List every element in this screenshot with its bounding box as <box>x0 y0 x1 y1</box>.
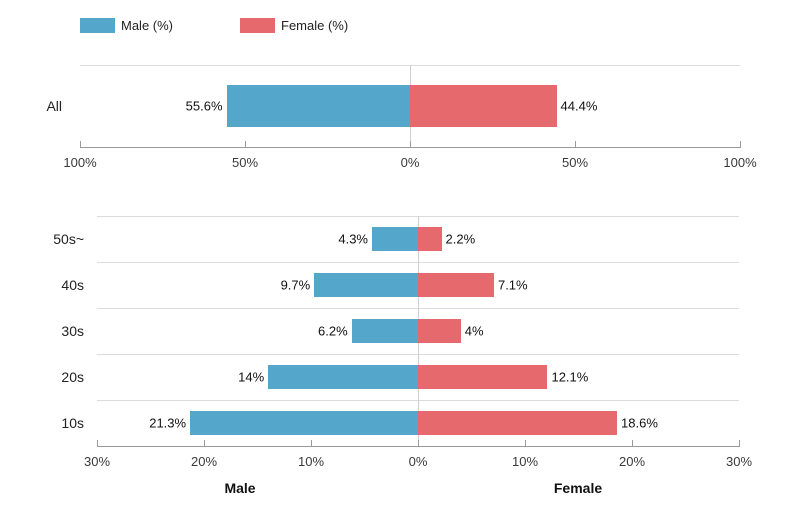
x-axis-tick <box>418 440 419 446</box>
x-axis-tick <box>80 141 81 147</box>
legend-female-label: Female (%) <box>281 18 349 33</box>
bar-female[interactable] <box>418 273 494 297</box>
bar-male-value-label: 9.7% <box>280 277 311 293</box>
x-axis-tick <box>245 141 246 147</box>
x-axis-tick-label: 10% <box>511 454 539 469</box>
x-axis-tick <box>204 440 205 446</box>
category-label: 30s <box>61 323 84 339</box>
bar-female[interactable] <box>418 227 442 251</box>
x-axis-tick-label: 0% <box>400 155 420 170</box>
bar-female-value-label: 7.1% <box>497 277 528 293</box>
x-axis-tick <box>97 440 98 446</box>
x-axis-tick <box>525 440 526 446</box>
bar-male-value-label: 14% <box>238 369 265 385</box>
x-axis-tick-label: 0% <box>408 454 428 469</box>
category-label: 50s~ <box>53 231 84 247</box>
legend-item-female[interactable]: Female (%) <box>240 18 348 33</box>
category-label: All <box>46 98 62 114</box>
bar-male[interactable] <box>226 85 410 127</box>
x-axis-tick-label: 50% <box>561 155 589 170</box>
x-axis-tick-label: 50% <box>231 155 259 170</box>
axis-title-female: Female <box>553 480 603 496</box>
bar-female-value-label: 4% <box>464 323 484 339</box>
bar-male[interactable] <box>314 273 418 297</box>
x-axis-tick-label: 100% <box>723 155 757 170</box>
bar-female-value-label: 44.4% <box>560 98 598 114</box>
bar-male-value-label: 4.3% <box>338 231 368 247</box>
category-label: 10s <box>61 415 84 431</box>
x-axis-tick-label: 20% <box>618 454 646 469</box>
x-axis-tick-label: 30% <box>83 454 111 469</box>
bar-male-value-label: 55.6% <box>185 98 223 114</box>
x-axis-tick <box>739 440 740 446</box>
bar-female[interactable] <box>418 365 548 389</box>
bar-male[interactable] <box>268 365 418 389</box>
x-axis-tick-label: 20% <box>190 454 218 469</box>
bar-female-value-label: 2.2% <box>445 231 476 247</box>
bar-male[interactable] <box>371 227 418 251</box>
legend-male-label: Male (%) <box>121 18 174 33</box>
x-axis-tick <box>575 141 576 147</box>
category-label: 40s <box>61 277 84 293</box>
x-axis-tick <box>740 141 741 147</box>
bar-male-value-label: 21.3% <box>149 415 187 431</box>
bar-female[interactable] <box>410 85 557 127</box>
bar-male[interactable] <box>190 411 418 435</box>
bar-male[interactable] <box>351 319 418 343</box>
x-axis-tick-label: 10% <box>297 454 325 469</box>
x-axis-tick-label: 100% <box>63 155 97 170</box>
bar-male-value-label: 6.2% <box>318 323 348 339</box>
x-axis-tick-label: 30% <box>725 454 753 469</box>
bar-female-value-label: 12.1% <box>551 369 589 385</box>
axis-title-male: Male <box>224 480 256 496</box>
bar-female[interactable] <box>418 411 618 435</box>
bar-female-value-label: 18.6% <box>621 415 658 431</box>
category-label: 20s <box>61 369 84 385</box>
legend-female-swatch <box>240 18 275 33</box>
legend-male-swatch <box>80 18 115 33</box>
legend-item-male[interactable]: Male (%) <box>80 18 173 33</box>
bar-female[interactable] <box>418 319 461 343</box>
x-axis-tick <box>410 141 411 147</box>
x-axis-line <box>97 446 740 447</box>
x-axis-line <box>80 147 741 148</box>
x-axis-tick <box>311 440 312 446</box>
x-axis-tick <box>632 440 633 446</box>
